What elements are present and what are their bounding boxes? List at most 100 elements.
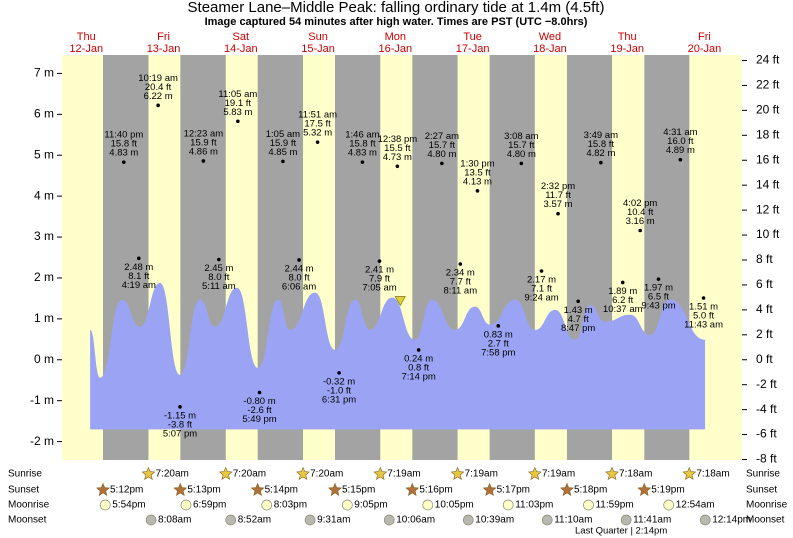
event-icon: [383, 514, 395, 526]
event-icon: [541, 514, 553, 526]
event-time: 5:16pm: [419, 485, 452, 496]
row-label-left: Sunrise: [8, 469, 42, 480]
extreme-ft: -1.0 ft: [327, 385, 352, 396]
event-time: 5:15pm: [342, 485, 375, 496]
extreme-time: 7:05 am: [362, 283, 396, 294]
extreme-dot: [620, 280, 625, 285]
extreme-label: 4.83 m: [109, 148, 138, 159]
event-time: 5:13pm: [187, 485, 220, 496]
event-icon: [699, 514, 711, 526]
extreme-ft: 15.9 ft: [190, 137, 217, 148]
y-tick-label: 1 m: [34, 311, 54, 325]
y2-tick-label: -6 ft: [756, 427, 777, 441]
extreme-time: 3:49 am: [584, 130, 618, 141]
extreme-time: 11:43 am: [684, 320, 723, 331]
extreme-label: 4.86 m: [189, 146, 218, 157]
extreme-ft: 4.7 ft: [568, 314, 589, 325]
extreme-time: 1:46 am: [345, 130, 379, 141]
event-time: 11:41am: [633, 515, 671, 526]
event-icon: [328, 482, 342, 496]
event-icon: [422, 499, 434, 511]
event-icon: [173, 482, 188, 496]
row-label-right: Sunrise: [746, 469, 780, 480]
extreme-dot: [217, 257, 221, 262]
y2-tick-label: 18 ft: [756, 127, 780, 141]
extreme-ft: 15.7 ft: [429, 140, 456, 151]
extreme-label: 2.34 m: [446, 268, 475, 279]
event-time: 5:19pm: [651, 485, 684, 496]
extreme-ft: 8.0 ft: [289, 272, 310, 283]
extreme-ft: -2.6 ft: [247, 405, 272, 416]
extreme-ft: 15.7 ft: [508, 140, 535, 151]
extreme-time: 10:19 am: [138, 73, 178, 84]
event-icon: [180, 499, 192, 511]
event-icon: [462, 514, 474, 526]
extreme-ft: 7.7 ft: [450, 277, 471, 288]
extreme-dot: [458, 262, 463, 266]
y-tick-label: 5 m: [34, 147, 54, 161]
extreme-time: 8:47 pm: [561, 323, 595, 334]
event-time: 11:59pm: [595, 500, 633, 511]
extreme-time: 4:31 am: [663, 127, 697, 138]
extreme-time: 7:58 pm: [481, 347, 515, 358]
event-time: 7:19am: [542, 469, 575, 480]
extreme-ft: 17.5 ft: [304, 119, 331, 130]
extreme-dot: [297, 258, 301, 262]
extreme-label: 2.48 m: [124, 262, 153, 273]
chart-subtitle: Image captured 54 minutes after high wat…: [205, 16, 588, 28]
extreme-time: 8:11 am: [444, 286, 478, 297]
extreme-label: 2.17 m: [527, 275, 556, 286]
extreme-dot: [156, 103, 160, 108]
extreme-dot: [678, 157, 683, 162]
event-time: 7:19am: [465, 469, 498, 480]
extreme-dot: [136, 256, 141, 261]
y2-tick-label: 16 ft: [756, 152, 780, 166]
y2-tick-label: 2 ft: [756, 327, 773, 341]
extreme-dot: [257, 390, 262, 395]
extreme-label: 4.73 m: [383, 152, 412, 163]
y-tick-label: 7 m: [34, 66, 54, 80]
extreme-dot: [122, 160, 126, 164]
extreme-time: 11:51 am: [298, 110, 337, 121]
extreme-ft: 10.4 ft: [627, 207, 654, 218]
row-label-left: Sunset: [8, 485, 39, 496]
extreme-label: 2.45 m: [204, 263, 233, 274]
event-time: 7:18am: [619, 469, 652, 480]
extreme-label: 4.80 m: [507, 149, 536, 160]
extreme-label: 2.44 m: [285, 263, 314, 274]
extreme-dot: [576, 299, 580, 304]
extreme-ft: -3.8 ft: [168, 419, 193, 430]
event-time: 7:20am: [310, 469, 343, 480]
extreme-time: 6:06 am: [282, 281, 316, 292]
extreme-label: 4.83 m: [348, 148, 377, 159]
event-time: 5:54pm: [112, 500, 145, 511]
extreme-dot: [475, 189, 480, 193]
row-label-left: Moonrise: [8, 500, 50, 511]
day-weekday: Mon: [385, 31, 406, 43]
extreme-label: 1.51 m: [689, 302, 718, 313]
event-time: 5:18pm: [574, 485, 607, 496]
extreme-ft: 6.5 ft: [648, 292, 669, 303]
event-time: 10:06am: [396, 515, 435, 526]
event-icon: [225, 514, 237, 526]
event-icon: [682, 466, 697, 480]
event-time: 11:10am: [554, 515, 592, 526]
extreme-dot: [638, 228, 642, 233]
day-date: 12-Jan: [69, 43, 103, 55]
extreme-label: 0.24 m: [404, 353, 433, 364]
event-time: 8:52am: [238, 515, 271, 526]
event-time: 12:54am: [676, 500, 715, 511]
event-time: 11:03pm: [515, 500, 553, 511]
extreme-ft: 13.5 ft: [464, 167, 491, 178]
event-icon: [560, 482, 574, 496]
extreme-dot: [178, 405, 182, 409]
event-icon: [250, 482, 265, 496]
extreme-dot: [281, 159, 285, 164]
extreme-time: 11:40 pm: [104, 130, 143, 141]
row-label-right: Sunset: [746, 485, 777, 496]
y2-tick-label: 20 ft: [756, 103, 780, 117]
extreme-time: 7:14 pm: [401, 371, 435, 382]
extreme-label: 0.83 m: [484, 329, 513, 340]
event-icon: [296, 466, 310, 480]
event-icon: [502, 499, 514, 511]
